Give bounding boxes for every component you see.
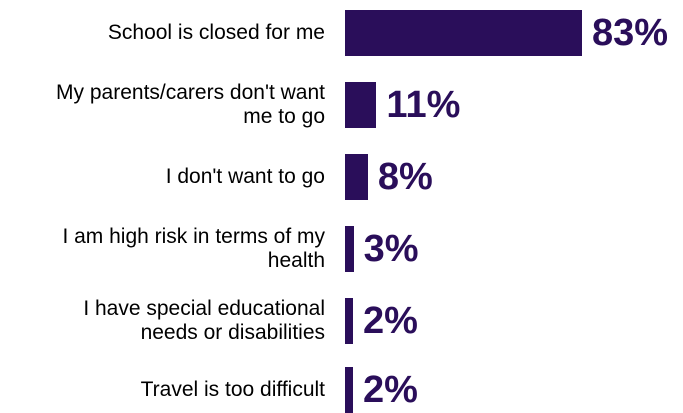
- value-label: 2%: [363, 300, 418, 342]
- bar: [345, 82, 377, 128]
- category-label: My parents/carers don't want me to go: [5, 81, 325, 129]
- value-label: 3%: [363, 228, 419, 270]
- category-label: I am high risk in terms of my health: [5, 225, 325, 273]
- category-label-line: I don't want to go: [165, 165, 325, 188]
- value-label: 8%: [377, 156, 433, 198]
- category-label-line: me to go: [243, 105, 325, 128]
- bar: [345, 10, 582, 56]
- value-label: 11%: [386, 84, 461, 126]
- category-label: I have special educational needs or disab…: [5, 297, 325, 345]
- category-label-line: School is closed for me: [107, 21, 325, 44]
- category-label-line: needs or disabilities: [140, 321, 325, 344]
- category-label-line: Travel is too difficult: [140, 378, 325, 401]
- value-label: 2%: [363, 369, 418, 411]
- category-label: I don't want to go: [5, 165, 325, 189]
- category-label-line: health: [267, 249, 325, 272]
- value-label: 83%: [592, 12, 669, 54]
- bar: [345, 298, 353, 344]
- category-label-line: I have special educational: [83, 297, 325, 320]
- category-label-line: I am high risk in terms of my: [62, 225, 325, 248]
- category-label: School is closed for me: [5, 21, 325, 45]
- category-label-line: My parents/carers don't want: [56, 81, 325, 104]
- category-label: Travel is too difficult: [5, 378, 325, 402]
- bar: [345, 154, 368, 200]
- bar: [345, 226, 354, 272]
- bar: [345, 367, 353, 413]
